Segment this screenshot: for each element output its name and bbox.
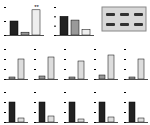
svg-text:**: ** bbox=[34, 4, 39, 10]
